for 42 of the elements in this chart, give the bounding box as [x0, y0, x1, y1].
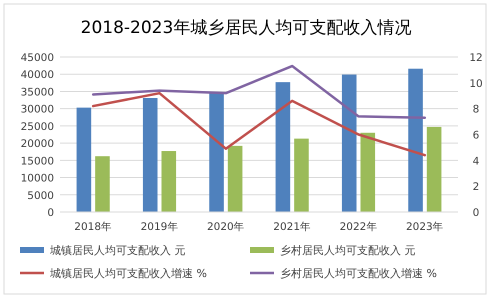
y-tick-label: 40000 [20, 69, 54, 82]
bar [360, 132, 376, 212]
bar [76, 108, 92, 212]
y2-tick-label: 4 [472, 155, 480, 168]
line-series [92, 64, 426, 119]
bar [161, 151, 176, 212]
y-tick-label: 30000 [20, 104, 54, 116]
y-tick-label: 0 [47, 207, 54, 219]
y-tick-label: 45000 [20, 52, 54, 64]
y-tick-label: 25000 [20, 120, 54, 133]
line-series [92, 92, 426, 156]
bar [294, 138, 309, 212]
bar [142, 98, 158, 212]
legend-label: 乡村居民人均可支配收入增速 % [280, 267, 437, 280]
y2-tick-label: 6 [472, 130, 480, 142]
y-tick-label: 20000 [20, 138, 54, 150]
y-tick-label: 35000 [20, 86, 54, 98]
x-tick-label: 2018年 [74, 221, 112, 233]
y2-tick-label: 0 [472, 207, 480, 219]
legend-label: 乡村居民人均可支配收入 元 [280, 244, 416, 257]
y2-tick-label: 10 [469, 78, 483, 90]
legend-label: 城镇居民人均可支配收入增速 % [49, 267, 207, 280]
y-tick-label: 10000 [20, 172, 54, 185]
legend-label: 城镇居民人均可支配收入 元 [49, 244, 186, 257]
x-tick-label: 2020年 [206, 221, 245, 233]
bar [209, 93, 224, 212]
y-tick-label: 5000 [27, 190, 54, 202]
y2-tick-label: 8 [472, 104, 480, 116]
x-tick-label: 2019年 [140, 221, 178, 233]
bar [408, 68, 423, 212]
bar [342, 74, 357, 212]
y2-tick-label: 12 [469, 52, 483, 64]
bar [426, 126, 442, 212]
bar [95, 156, 110, 212]
x-tick-label: 2023年 [406, 221, 444, 233]
x-tick-label: 2021年 [273, 221, 312, 233]
y2-tick-label: 2 [472, 181, 480, 194]
y-tick-label: 15000 [20, 155, 54, 168]
x-tick-label: 2022年 [340, 221, 378, 233]
chart-title: 2018-2023年城乡居民人均可支配收入情况 [80, 18, 412, 38]
bar [276, 82, 290, 212]
bar [228, 146, 242, 212]
